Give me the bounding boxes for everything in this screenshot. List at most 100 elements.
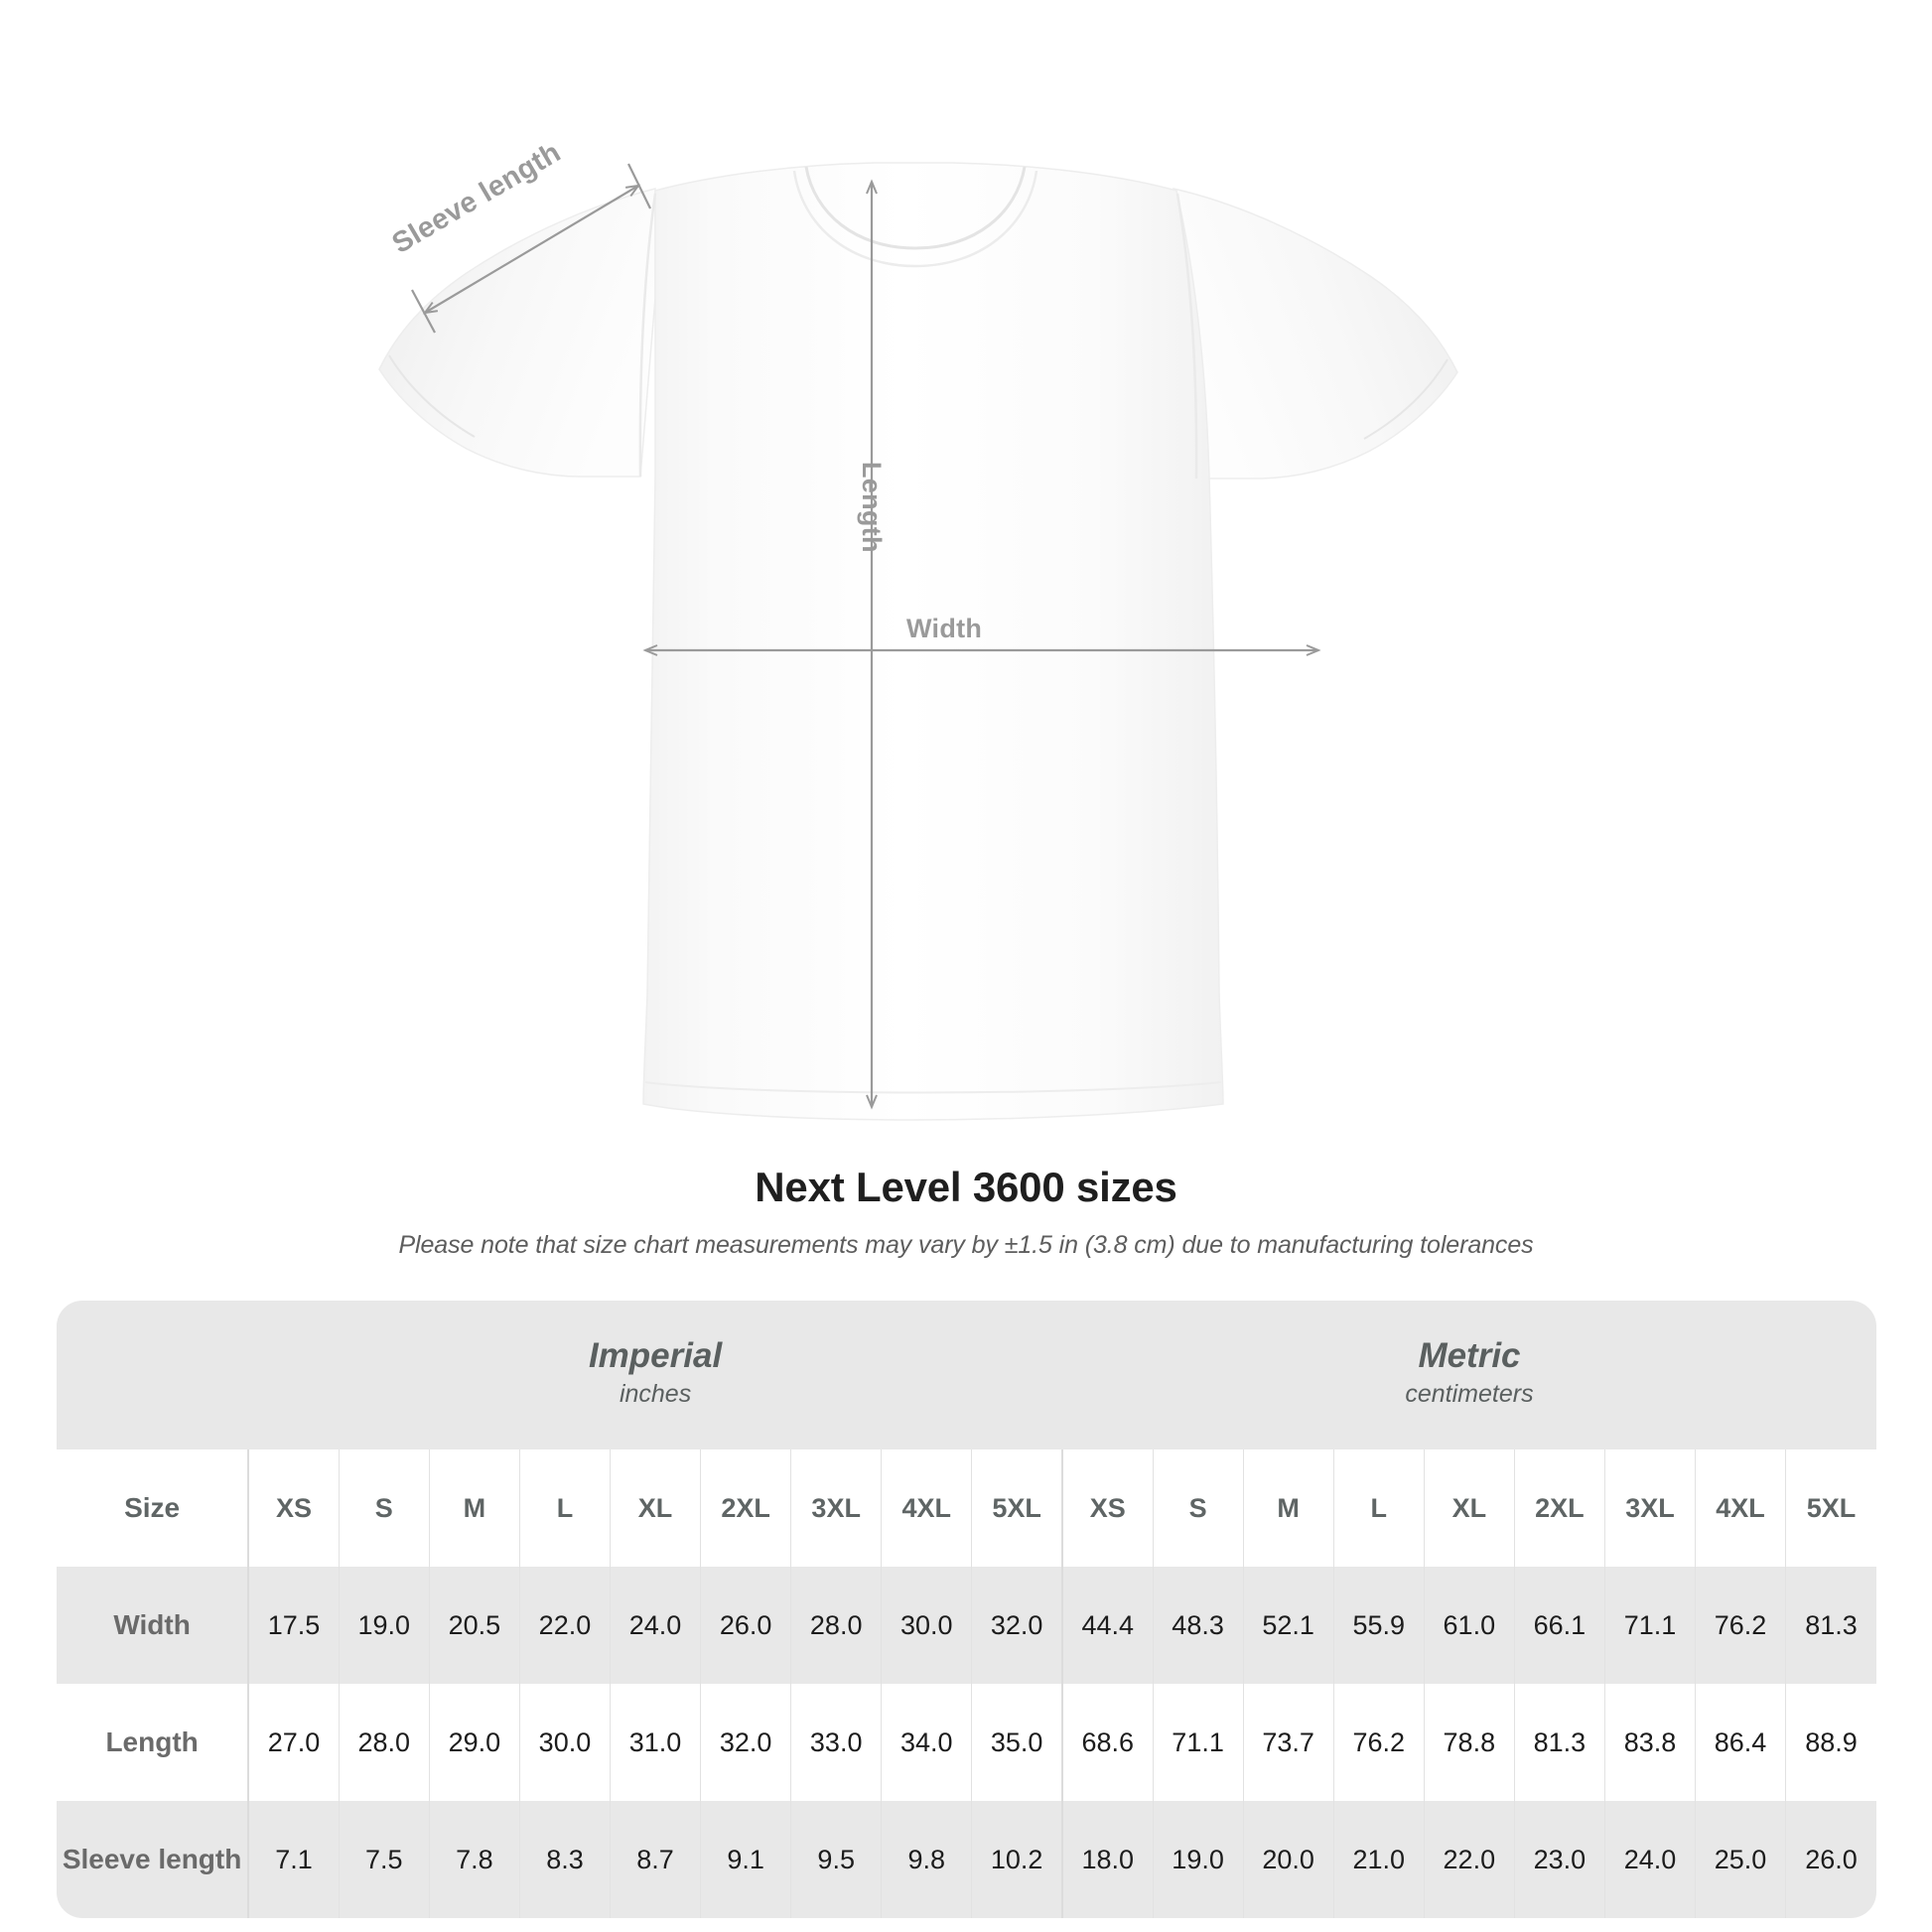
cell-sleeve-imperial-s: 7.5 bbox=[338, 1801, 430, 1918]
cell-length-imperial-5xl: 35.0 bbox=[971, 1684, 1062, 1801]
tshirt-diagram bbox=[378, 162, 1458, 1121]
cell-sleeve-metric-xl: 22.0 bbox=[1423, 1801, 1515, 1918]
cell-length-imperial-xs: 27.0 bbox=[247, 1684, 340, 1801]
unit-name-metric: Metric bbox=[1418, 1336, 1521, 1376]
cell-length-metric-2xl: 81.3 bbox=[1513, 1684, 1605, 1801]
cell-length-metric-l: 76.2 bbox=[1332, 1684, 1425, 1801]
row-label-length: Length bbox=[57, 1684, 249, 1801]
cell-length-metric-4xl: 86.4 bbox=[1695, 1684, 1786, 1801]
cell-width-imperial-xl: 24.0 bbox=[609, 1567, 701, 1684]
cell-width-metric-l: 55.9 bbox=[1332, 1567, 1425, 1684]
size-table-container: Imperial inches Metric centimeters Size … bbox=[57, 1301, 1876, 1918]
size-header-imperial-xl: XL bbox=[609, 1449, 701, 1567]
sleeve-dimension-arrow bbox=[411, 163, 651, 334]
unit-header-spacer bbox=[57, 1301, 249, 1449]
cell-length-imperial-m: 29.0 bbox=[428, 1684, 520, 1801]
row-label-sleeve-length: Sleeve length bbox=[57, 1801, 249, 1918]
cell-length-imperial-l: 30.0 bbox=[518, 1684, 611, 1801]
size-header-metric-s: S bbox=[1152, 1449, 1244, 1567]
cell-sleeve-metric-3xl: 24.0 bbox=[1603, 1801, 1696, 1918]
size-table: Imperial inches Metric centimeters Size … bbox=[57, 1301, 1876, 1918]
cell-width-metric-2xl: 66.1 bbox=[1513, 1567, 1605, 1684]
size-header-imperial-m: M bbox=[428, 1449, 520, 1567]
size-header-metric-4xl: 4XL bbox=[1695, 1449, 1786, 1567]
cell-length-imperial-4xl: 34.0 bbox=[881, 1684, 972, 1801]
size-header-imperial-5xl: 5XL bbox=[971, 1449, 1062, 1567]
size-header-imperial-3xl: 3XL bbox=[790, 1449, 882, 1567]
size-header-metric-5xl: 5XL bbox=[1785, 1449, 1876, 1567]
cell-length-imperial-xl: 31.0 bbox=[609, 1684, 701, 1801]
cell-length-metric-xl: 78.8 bbox=[1423, 1684, 1515, 1801]
cell-width-metric-xs: 44.4 bbox=[1060, 1567, 1154, 1684]
cell-width-metric-s: 48.3 bbox=[1152, 1567, 1244, 1684]
unit-header-row: Imperial inches Metric centimeters bbox=[57, 1301, 1876, 1449]
cell-width-metric-xl: 61.0 bbox=[1423, 1567, 1515, 1684]
row-label-width: Width bbox=[57, 1567, 249, 1684]
unit-header-imperial: Imperial inches bbox=[248, 1301, 1062, 1449]
size-header-metric-l: L bbox=[1332, 1449, 1425, 1567]
cell-sleeve-imperial-m: 7.8 bbox=[428, 1801, 520, 1918]
cell-width-metric-m: 52.1 bbox=[1242, 1567, 1334, 1684]
cell-length-metric-s: 71.1 bbox=[1152, 1684, 1244, 1801]
size-header-imperial-xs: XS bbox=[247, 1449, 340, 1567]
cell-length-metric-5xl: 88.9 bbox=[1785, 1684, 1876, 1801]
cell-length-metric-xs: 68.6 bbox=[1060, 1684, 1154, 1801]
cell-length-metric-3xl: 83.8 bbox=[1603, 1684, 1696, 1801]
width-label: Width bbox=[906, 614, 983, 643]
size-header-metric-3xl: 3XL bbox=[1603, 1449, 1696, 1567]
cell-sleeve-metric-s: 19.0 bbox=[1152, 1801, 1244, 1918]
cell-sleeve-metric-m: 20.0 bbox=[1242, 1801, 1334, 1918]
cell-sleeve-imperial-xl: 8.7 bbox=[609, 1801, 701, 1918]
cell-length-imperial-2xl: 32.0 bbox=[700, 1684, 791, 1801]
unit-sub-imperial: inches bbox=[619, 1380, 692, 1409]
unit-sub-metric: centimeters bbox=[1405, 1380, 1534, 1409]
cell-sleeve-metric-2xl: 23.0 bbox=[1513, 1801, 1605, 1918]
cell-width-imperial-3xl: 28.0 bbox=[790, 1567, 882, 1684]
cell-sleeve-imperial-l: 8.3 bbox=[518, 1801, 611, 1918]
size-header-imperial-s: S bbox=[338, 1449, 430, 1567]
unit-name-imperial: Imperial bbox=[588, 1336, 723, 1376]
cell-width-imperial-s: 19.0 bbox=[338, 1567, 430, 1684]
shirt-illustration: Sleeve length Length Width bbox=[378, 136, 1458, 1121]
size-header-row: Size XS S M L XL 2XL 3XL 4XL 5XL XS S M … bbox=[57, 1449, 1876, 1567]
cell-sleeve-metric-l: 21.0 bbox=[1332, 1801, 1425, 1918]
table-row-length: Length 27.0 28.0 29.0 30.0 31.0 32.0 33.… bbox=[57, 1684, 1876, 1801]
cell-length-metric-m: 73.7 bbox=[1242, 1684, 1334, 1801]
table-row-width: Width 17.5 19.0 20.5 22.0 24.0 26.0 28.0… bbox=[57, 1567, 1876, 1684]
cell-width-metric-4xl: 76.2 bbox=[1695, 1567, 1786, 1684]
length-label: Length bbox=[857, 462, 887, 553]
cell-width-metric-5xl: 81.3 bbox=[1785, 1567, 1876, 1684]
cell-width-imperial-l: 22.0 bbox=[518, 1567, 611, 1684]
cell-width-imperial-xs: 17.5 bbox=[247, 1567, 340, 1684]
size-row-label: Size bbox=[57, 1449, 249, 1567]
cell-sleeve-metric-4xl: 25.0 bbox=[1695, 1801, 1786, 1918]
title-block: Next Level 3600 sizes Please note that s… bbox=[0, 1164, 1932, 1260]
table-row-sleeve-length: Sleeve length 7.1 7.5 7.8 8.3 8.7 9.1 9.… bbox=[57, 1801, 1876, 1918]
unit-header-metric: Metric centimeters bbox=[1061, 1301, 1876, 1449]
cell-sleeve-metric-xs: 18.0 bbox=[1060, 1801, 1154, 1918]
size-header-metric-m: M bbox=[1242, 1449, 1334, 1567]
cell-sleeve-imperial-2xl: 9.1 bbox=[700, 1801, 791, 1918]
cell-width-metric-3xl: 71.1 bbox=[1603, 1567, 1696, 1684]
cell-sleeve-imperial-3xl: 9.5 bbox=[790, 1801, 882, 1918]
page-title: Next Level 3600 sizes bbox=[755, 1164, 1177, 1210]
cell-width-imperial-5xl: 32.0 bbox=[971, 1567, 1062, 1684]
size-header-metric-xl: XL bbox=[1423, 1449, 1515, 1567]
cell-width-imperial-m: 20.5 bbox=[428, 1567, 520, 1684]
cell-sleeve-imperial-5xl: 10.2 bbox=[971, 1801, 1062, 1918]
cell-width-imperial-2xl: 26.0 bbox=[700, 1567, 791, 1684]
size-header-metric-2xl: 2XL bbox=[1513, 1449, 1605, 1567]
cell-length-imperial-s: 28.0 bbox=[338, 1684, 430, 1801]
cell-length-imperial-3xl: 33.0 bbox=[790, 1684, 882, 1801]
tolerance-note: Please note that size chart measurements… bbox=[398, 1231, 1534, 1259]
size-header-imperial-l: L bbox=[518, 1449, 611, 1567]
shirt-body bbox=[378, 162, 1458, 1121]
cell-width-imperial-4xl: 30.0 bbox=[881, 1567, 972, 1684]
cell-sleeve-imperial-4xl: 9.8 bbox=[881, 1801, 972, 1918]
size-header-imperial-4xl: 4XL bbox=[881, 1449, 972, 1567]
size-header-metric-xs: XS bbox=[1060, 1449, 1154, 1567]
size-header-imperial-2xl: 2XL bbox=[700, 1449, 791, 1567]
cell-sleeve-metric-5xl: 26.0 bbox=[1785, 1801, 1876, 1918]
cell-sleeve-imperial-xs: 7.1 bbox=[247, 1801, 340, 1918]
